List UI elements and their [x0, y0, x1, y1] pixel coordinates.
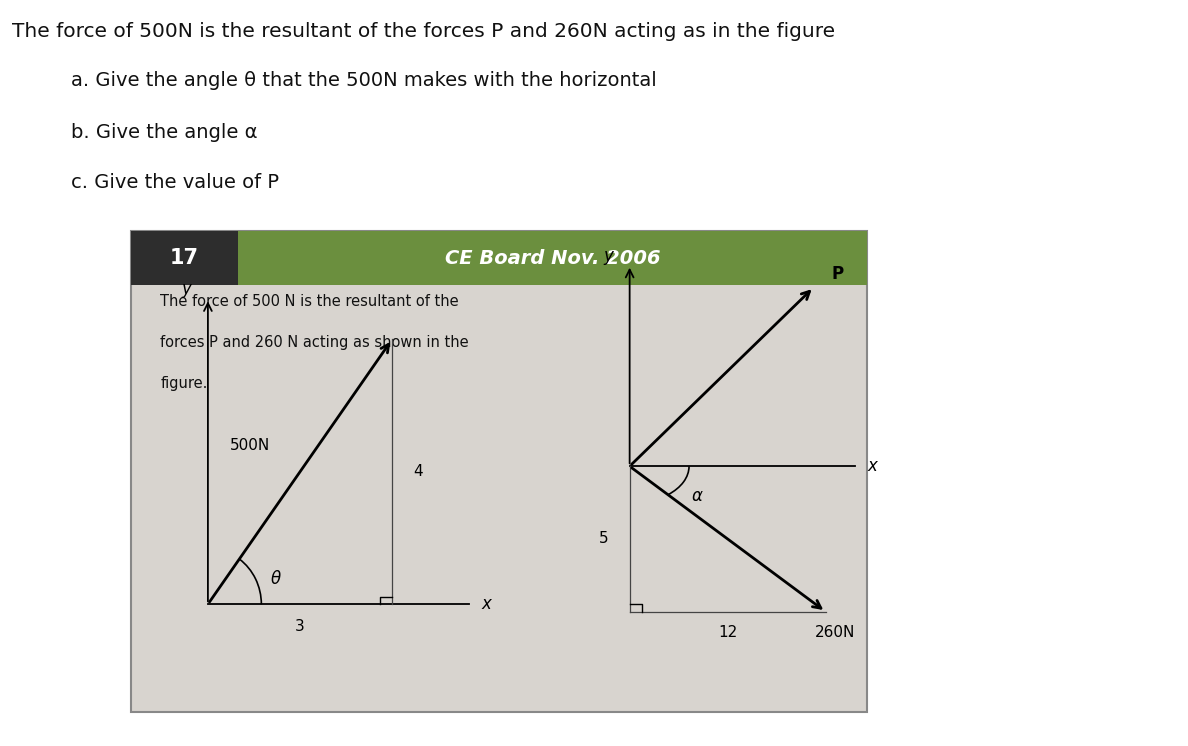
Text: P: P	[832, 266, 843, 283]
Text: b. Give the angle α: b. Give the angle α	[71, 123, 258, 142]
Text: 3: 3	[295, 619, 305, 634]
Text: The force of 500 N is the resultant of the: The force of 500 N is the resultant of t…	[160, 294, 459, 309]
Text: figure.: figure.	[160, 376, 208, 391]
Text: $\alpha$: $\alpha$	[691, 487, 704, 505]
Text: 260N: 260N	[815, 625, 855, 640]
Text: 4: 4	[413, 464, 423, 480]
Text: 500N: 500N	[230, 438, 270, 453]
Text: forces P and 260 N acting as shown in the: forces P and 260 N acting as shown in th…	[160, 335, 469, 350]
FancyBboxPatch shape	[131, 231, 867, 712]
Text: x: x	[481, 595, 491, 613]
Text: y: y	[604, 247, 613, 265]
Text: The force of 500N is the resultant of the forces P and 260N acting as in the fig: The force of 500N is the resultant of th…	[12, 22, 835, 41]
Text: 17: 17	[170, 248, 198, 268]
Text: x: x	[867, 457, 877, 475]
Text: CE Board Nov. 2006: CE Board Nov. 2006	[444, 248, 661, 268]
Text: y: y	[182, 280, 191, 298]
Text: $\theta$: $\theta$	[270, 570, 282, 588]
Text: 5: 5	[599, 531, 608, 547]
Text: c. Give the value of P: c. Give the value of P	[71, 173, 279, 192]
Text: 12: 12	[718, 625, 738, 640]
Text: a. Give the angle θ that the 500N makes with the horizontal: a. Give the angle θ that the 500N makes …	[71, 71, 657, 90]
FancyBboxPatch shape	[238, 231, 867, 285]
FancyBboxPatch shape	[131, 231, 238, 285]
